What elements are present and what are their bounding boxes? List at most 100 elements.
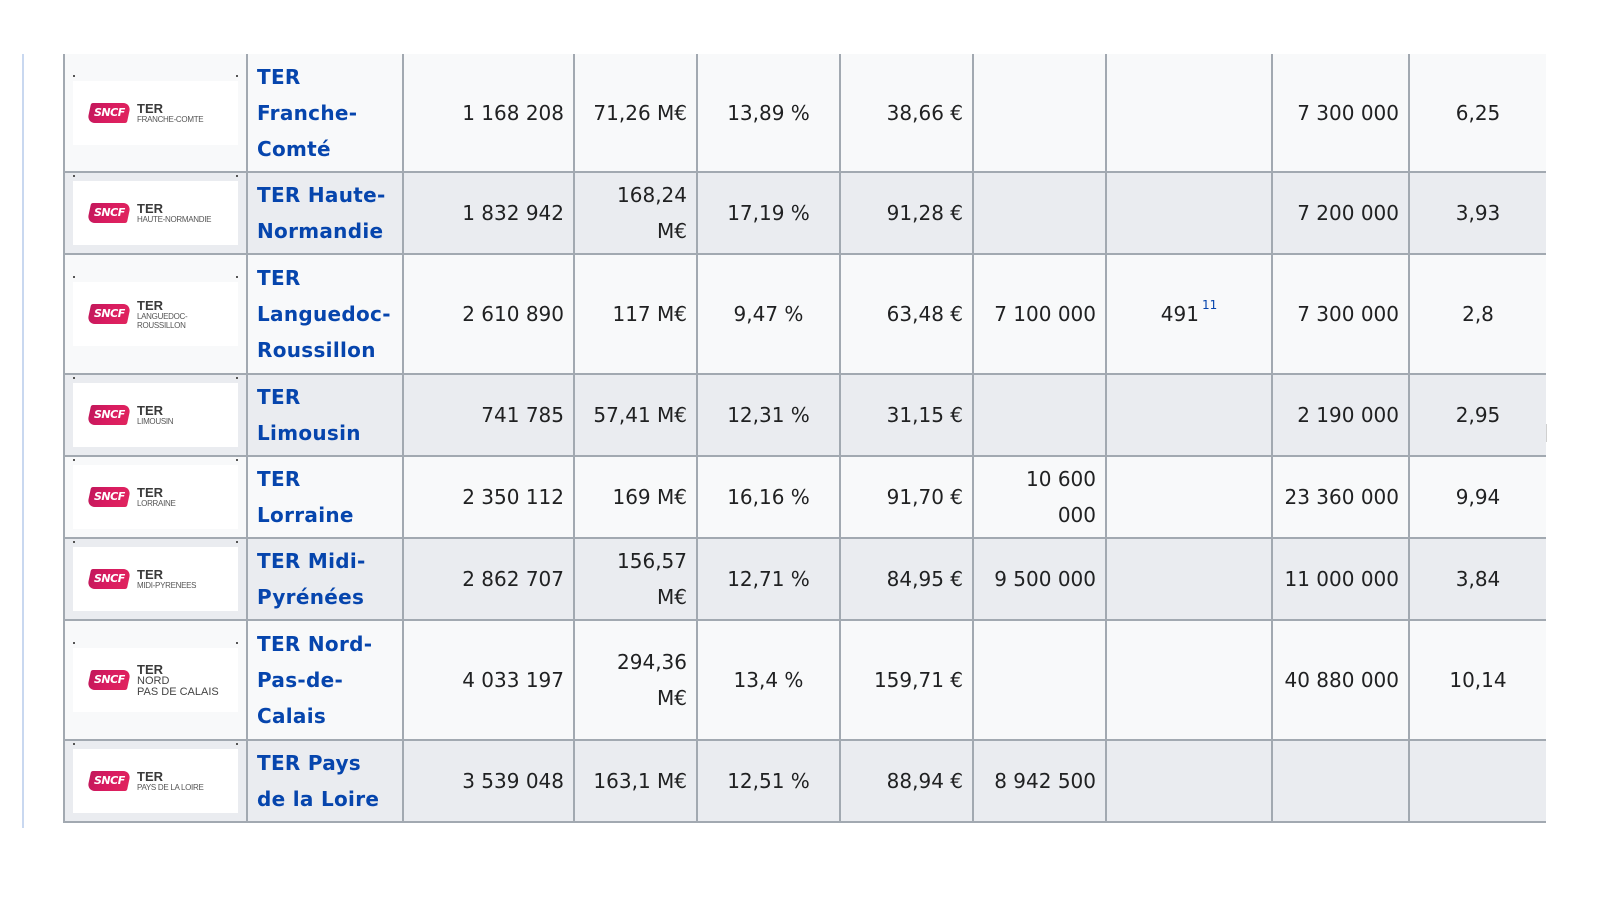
region-name-line: Normandie <box>257 219 384 243</box>
region-name-line: TER Haute- <box>257 183 386 207</box>
ter-logo-image[interactable]: SNCF TER LIMOUSIN <box>73 377 238 447</box>
table-row: SNCF TER LORRAINE TER Lorraine 2 350 112 169 M… <box>63 455 1546 539</box>
value-cell-col4: 84,95 € <box>839 537 974 621</box>
value-cell-col1: 2 350 112 <box>402 455 575 539</box>
ter-logo-image[interactable]: SNCF TER FRANCHE-COMTE <box>73 74 238 145</box>
table-row: SNCF TER LIMOUSIN TER Limousin 741 785 57,41 M… <box>63 373 1546 457</box>
ter-logo-region: LORRAINE <box>137 499 176 508</box>
value-cell-col5 <box>972 619 1107 741</box>
region-name-link[interactable]: TER Limousin <box>257 379 393 451</box>
ter-logo-main: TER <box>137 567 163 582</box>
logo-cell: SNCF TER LORRAINE <box>63 455 248 539</box>
ter-logo-main: TER <box>137 485 163 500</box>
ter-logo-image[interactable]: SNCF TER PAYS DE LA LOIRE <box>73 743 238 813</box>
sncf-logo-icon: SNCF <box>86 405 132 425</box>
value-cell-col7: 7 200 000 <box>1271 171 1410 255</box>
table-body: SNCF TER FRANCHE-COMTE TER Franche- Comté 1 16… <box>63 54 1546 823</box>
ter-logo-main: TER <box>137 100 163 116</box>
value-line: 168,24 <box>617 183 687 207</box>
value-cell-col4: 31,15 € <box>839 373 974 457</box>
region-name-link[interactable]: TER Midi- Pyrénées <box>257 543 393 615</box>
value-cell-col5 <box>972 171 1107 255</box>
value-cell-col2: 71,26 M€ <box>573 54 698 173</box>
value-cell-col3: 16,16 % <box>696 455 841 539</box>
region-name-line: TER <box>257 385 301 409</box>
ter-logo-image[interactable]: SNCF TER HAUTE-NORMANDIE <box>73 175 238 245</box>
value-cell-col8: 3,93 <box>1408 171 1546 255</box>
value-cell-col3: 12,51 % <box>696 739 841 823</box>
value-cell-col8: 3,84 <box>1408 537 1546 621</box>
value-cell-col4: 63,48 € <box>839 253 974 375</box>
sncf-logo-icon: SNCF <box>86 771 132 791</box>
value-cell-col6 <box>1105 739 1273 823</box>
ter-regions-table: SNCF TER FRANCHE-COMTE TER Franche- Comté 1 16… <box>63 54 1546 823</box>
sncf-logo-icon: SNCF <box>86 569 132 589</box>
ter-logo-region: NORD PAS DE CALAIS <box>137 674 219 698</box>
value-cell-col7 <box>1271 739 1410 823</box>
ter-logo-region: FRANCHE-COMTE <box>137 114 204 124</box>
value-cell-col1: 1 168 208 <box>402 54 575 173</box>
region-name-line: TER Nord- <box>257 632 373 656</box>
value-cell-col4: 91,70 € <box>839 455 974 539</box>
region-name-cell: TER Lorraine <box>246 455 404 539</box>
value-cell-col8: 2,95 <box>1408 373 1546 457</box>
value-cell-col6 <box>1105 373 1273 457</box>
value-cell-col1: 3 539 048 <box>402 739 575 823</box>
value-cell-col2: 57,41 M€ <box>573 373 698 457</box>
region-name-line: Lorraine <box>257 503 354 527</box>
value-cell-col1: 2 862 707 <box>402 537 575 621</box>
ter-logo-image[interactable]: SNCF TER MIDI-PYRENEES <box>73 541 238 611</box>
ter-logo-text: TER LIMOUSIN <box>137 404 174 426</box>
ter-logo-region: HAUTE-NORMANDIE <box>137 215 212 224</box>
ter-logo-image[interactable]: SNCF TER LORRAINE <box>73 459 238 529</box>
region-name-line: Pas-de- <box>257 668 344 692</box>
logo-cell: SNCF TER PAYS DE LA LOIRE <box>63 739 248 823</box>
value-cell-col8 <box>1408 739 1546 823</box>
ter-logo-image[interactable]: SNCF TER NORD PAS DE CALAIS <box>73 642 238 712</box>
reference-link[interactable]: 11 <box>1201 298 1218 312</box>
value-cell-col7: 23 360 000 <box>1271 455 1410 539</box>
region-name-link[interactable]: TER Languedoc- Roussillon <box>257 260 393 368</box>
region-name-cell: TER Haute- Normandie <box>246 171 404 255</box>
logo-cell: SNCF TER LANGUEDOC- ROUSSILLON <box>63 253 248 375</box>
region-name-cell: TER Limousin <box>246 373 404 457</box>
region-name-link[interactable]: TER Lorraine <box>257 461 393 533</box>
region-name-link[interactable]: TER Pays de la Loire <box>257 745 393 817</box>
value-cell-col6 <box>1105 171 1273 255</box>
ter-logo-image[interactable]: SNCF TER LANGUEDOC- ROUSSILLON <box>73 276 238 346</box>
ter-logo-text: TER FRANCHE-COMTE <box>137 100 204 124</box>
ter-logo-text: TER NORD PAS DE CALAIS <box>137 663 219 698</box>
value-line: 294,36 <box>617 650 687 674</box>
value-cell-col2: 163,1 M€ <box>573 739 698 823</box>
region-name-cell: TER Franche- Comté <box>246 54 404 173</box>
table-row: SNCF TER NORD PAS DE CALAIS TER Nord- Pas-de… <box>63 619 1546 741</box>
ter-logo-main: TER <box>137 661 163 677</box>
ter-logo-text: TER HAUTE-NORMANDIE <box>137 202 211 224</box>
value-cell-col5 <box>972 373 1107 457</box>
value-cell-col5: 9 500 000 <box>972 537 1107 621</box>
region-name-line: TER Pays <box>257 751 362 775</box>
value-cell-col6 <box>1105 455 1273 539</box>
region-name-link[interactable]: TER Franche- Comté <box>257 59 393 167</box>
region-name-line: Languedoc- <box>257 302 391 326</box>
region-name-link[interactable]: TER Nord- Pas-de- Calais <box>257 626 393 734</box>
sncf-logo-text: SNCF <box>93 673 125 686</box>
value-cell-col2: 294,36 M€ <box>573 619 698 741</box>
ter-logo-text: TER LANGUEDOC- ROUSSILLON <box>137 299 188 330</box>
ter-logo-region: MIDI-PYRENEES <box>137 581 197 590</box>
value-cell-col2: 117 M€ <box>573 253 698 375</box>
value-cell-col4: 38,66 € <box>839 54 974 173</box>
region-name-line: Comté <box>257 136 331 161</box>
value-line: 163,1 M€ <box>593 769 687 793</box>
region-name-link[interactable]: TER Haute- Normandie <box>257 177 393 249</box>
region-name-line: TER <box>257 467 301 491</box>
region-name-line: TER Midi- <box>257 549 366 573</box>
content-left-border <box>22 54 24 828</box>
value-cell-col8: 2,8 <box>1408 253 1546 375</box>
value-line: 117 M€ <box>612 302 687 326</box>
value-cell-col6: 491 11 <box>1105 253 1273 375</box>
logo-cell: SNCF TER HAUTE-NORMANDIE <box>63 171 248 255</box>
table-row: SNCF TER PAYS DE LA LOIRE TER Pays de la Loi… <box>63 739 1546 823</box>
region-name-line: Franche- <box>257 100 358 125</box>
region-name-line: de la Loire <box>257 787 380 811</box>
